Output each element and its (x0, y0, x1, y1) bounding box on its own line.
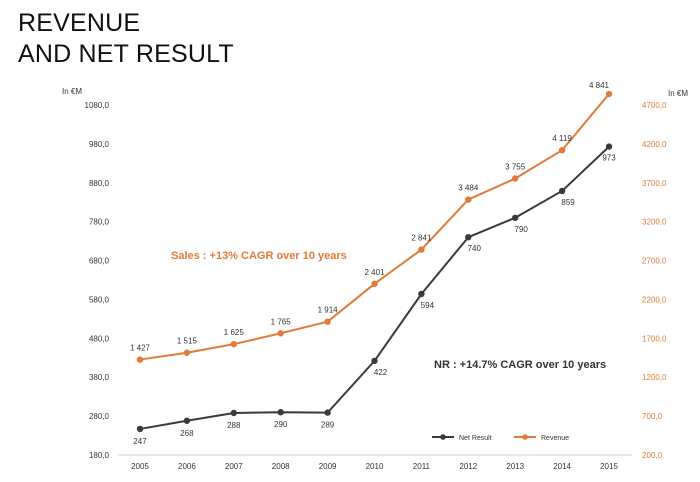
left-axis-tick-label: 580,0 (89, 295, 110, 304)
x-axis-tick-label: 2011 (413, 462, 431, 471)
data-label: 2 401 (364, 268, 385, 277)
data-label: 289 (321, 421, 335, 430)
right-axis-unit-label: In €M (668, 89, 688, 98)
data-label: 247 (133, 437, 147, 446)
title-line-2: AND NET RESULT (18, 40, 234, 68)
legend-swatch-marker (440, 434, 446, 440)
x-axis-tick-label: 2007 (225, 462, 243, 471)
right-axis-tick-label: 2700,0 (642, 257, 667, 266)
data-label: 4 841 (589, 81, 610, 90)
data-point (512, 175, 519, 182)
legend-swatch-marker (522, 434, 528, 440)
data-label: 1 765 (271, 317, 292, 326)
data-point (512, 214, 519, 221)
right-axis-tick-label: 4200,0 (642, 140, 667, 149)
data-label: 288 (227, 421, 241, 430)
left-axis-tick-label: 480,0 (89, 334, 110, 343)
left-axis-tick-label: 1080,0 (85, 101, 110, 110)
right-axis-tick-label: 700,0 (642, 412, 663, 421)
data-label: 290 (274, 420, 288, 429)
data-label: 594 (421, 301, 435, 310)
data-label: 1 625 (224, 328, 245, 337)
left-axis-unit-label: In €M (62, 87, 82, 96)
right-axis-tick-label: 3700,0 (642, 179, 667, 188)
data-point (183, 417, 191, 424)
data-label: 1 914 (318, 306, 339, 315)
x-axis-tick-label: 2015 (600, 462, 618, 471)
data-label: 859 (561, 198, 575, 207)
x-axis-tick-label: 2013 (506, 462, 524, 471)
left-axis-tick-label: 280,0 (89, 412, 110, 421)
right-axis-tick-label: 3200,0 (642, 218, 667, 227)
data-label: 790 (515, 225, 529, 234)
x-axis-tick-label: 2006 (178, 462, 196, 471)
nr-cagr-annotation: NR : +14.7% CAGR over 10 years (434, 359, 606, 371)
data-point (183, 349, 191, 356)
data-label: 3 484 (458, 184, 479, 193)
left-axis-tick-label: 680,0 (89, 257, 110, 266)
right-axis-tick-label: 1700,0 (642, 334, 667, 343)
data-label: 2 841 (411, 234, 432, 243)
legend-entry: Net Result (459, 435, 492, 442)
data-point (418, 246, 425, 253)
data-label: 422 (374, 368, 388, 377)
series-line-net-result (139, 145, 610, 430)
x-axis-tick-label: 2005 (131, 462, 149, 471)
left-axis-tick-label: 780,0 (89, 218, 110, 227)
x-axis-tick-label: 2008 (272, 462, 290, 471)
data-point (324, 318, 331, 325)
data-point (605, 90, 613, 98)
data-point (371, 357, 378, 365)
right-axis-tick-label: 1200,0 (642, 373, 667, 382)
x-axis-tick-label: 2014 (553, 462, 571, 471)
right-axis-tick-label: 2200,0 (642, 295, 667, 304)
legend-entry: Revenue (541, 435, 569, 442)
data-point (558, 146, 566, 154)
data-point (371, 280, 378, 288)
data-point (136, 425, 144, 433)
x-axis-tick-label: 2012 (459, 462, 477, 471)
left-axis-tick-label: 180,0 (89, 451, 110, 460)
x-axis-tick-label: 2010 (366, 462, 384, 471)
data-label: 1 515 (177, 337, 198, 346)
data-point (324, 409, 331, 416)
x-axis-tick-label: 2009 (319, 462, 337, 471)
series-line-revenue (139, 93, 610, 361)
data-point (136, 356, 144, 363)
data-point (465, 234, 472, 241)
data-point (230, 340, 237, 348)
sales-cagr-annotation: Sales : +13% CAGR over 10 years (171, 250, 347, 262)
data-point (277, 409, 284, 416)
data-point (605, 143, 613, 150)
data-point (230, 409, 237, 417)
data-label: 3 755 (505, 163, 526, 172)
data-label: 4 119 (552, 134, 572, 143)
data-point (418, 290, 425, 298)
data-point (277, 330, 284, 337)
data-label: 268 (180, 429, 194, 438)
data-point (465, 196, 472, 203)
left-axis-tick-label: 380,0 (89, 373, 110, 382)
left-axis-tick-label: 880,0 (89, 179, 110, 188)
page-title: REVENUE AND NET RESULT (18, 8, 234, 70)
data-label: 973 (602, 154, 616, 163)
left-axis-tick-label: 980,0 (89, 140, 110, 149)
right-axis-tick-label: 200,0 (642, 451, 663, 460)
data-label: 740 (468, 244, 482, 253)
data-point (558, 187, 566, 195)
title-line-1: REVENUE (18, 9, 141, 37)
data-label: 1 427 (130, 344, 151, 353)
right-axis-tick-label: 4700,0 (642, 101, 667, 110)
